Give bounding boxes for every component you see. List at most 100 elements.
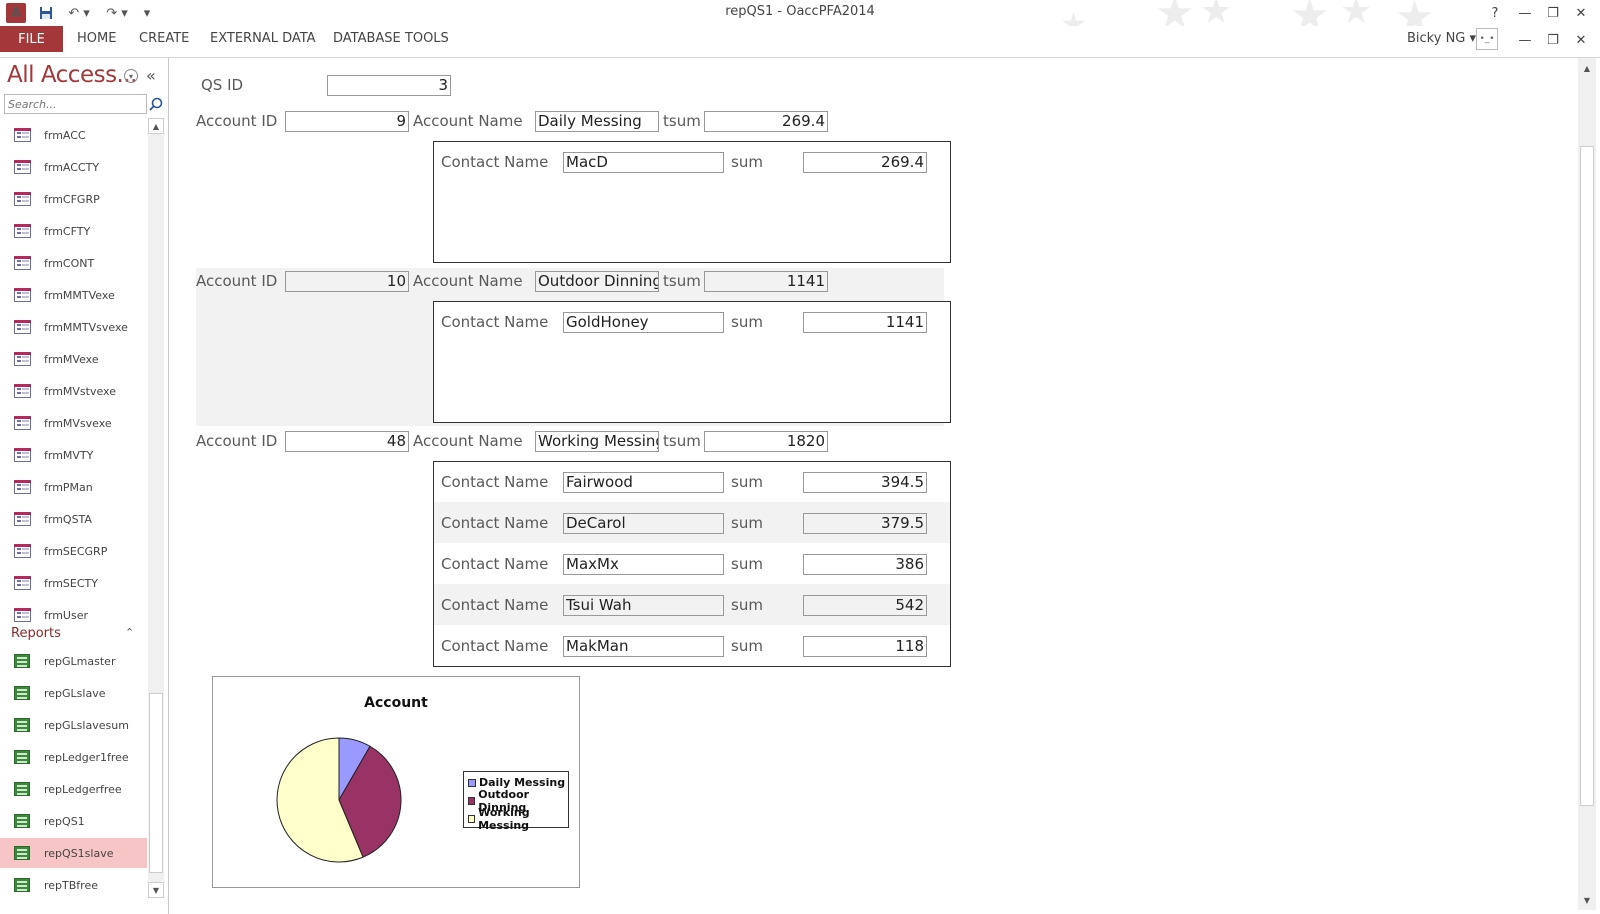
redo-icon[interactable]: ↷ ▾ [106, 5, 128, 21]
tab-home[interactable]: HOME [77, 31, 117, 46]
nav-item-label: repGLslavesum [44, 718, 129, 732]
decor-star-icon: ★ [1200, 0, 1233, 32]
report-scroll-thumb[interactable] [1580, 146, 1594, 806]
sum-field: 542 [803, 595, 927, 616]
save-icon[interactable] [36, 3, 56, 23]
nav-item-frmCFTY[interactable]: frmCFTY [0, 216, 147, 246]
nav-scroll-thumb[interactable] [149, 693, 163, 873]
account-id-field: 48 [285, 431, 409, 452]
avatar[interactable]: •_• [1476, 28, 1498, 50]
nav-item-frmMVstvexe[interactable]: frmMVstvexe [0, 376, 147, 406]
tab-create[interactable]: CREATE [139, 31, 190, 46]
nav-item-repGLmaster[interactable]: repGLmaster [0, 646, 147, 676]
scroll-up-icon[interactable]: ▲ [148, 118, 164, 134]
qs-id-label: QS ID [201, 76, 244, 94]
minimize-icon[interactable]: — [1518, 5, 1532, 21]
restore-document-icon[interactable]: ❐ [1547, 32, 1559, 48]
nav-item-frmCFGRP[interactable]: frmCFGRP [0, 184, 147, 214]
nav-item-frmQSTA[interactable]: frmQSTA [0, 504, 147, 534]
form-icon [14, 384, 31, 398]
nav-item-repQS1[interactable]: repQS1 [0, 806, 147, 836]
customize-quick-access-icon[interactable]: ▾ [143, 5, 151, 21]
nav-item-label: repTBfree [44, 878, 98, 892]
restore-icon[interactable]: ❐ [1547, 5, 1559, 21]
nav-item-frmMVexe[interactable]: frmMVexe [0, 344, 147, 374]
file-tab[interactable]: FILE [0, 26, 63, 52]
collapse-pane-icon[interactable]: « [146, 66, 156, 85]
nav-item-frmMMTVexe[interactable]: frmMMTVexe [0, 280, 147, 310]
contact-name-field: Fairwood [563, 472, 724, 493]
report-icon [14, 814, 30, 828]
nav-dropdown-icon[interactable]: ▾ [124, 69, 138, 83]
report-icon [14, 654, 30, 668]
legend-swatch [468, 778, 476, 787]
scroll-down-icon[interactable]: ▼ [1583, 895, 1591, 905]
nav-item-label: frmMVsvexe [44, 416, 112, 430]
nav-item-label: frmMVstvexe [44, 384, 116, 398]
nav-item-frmSECTY[interactable]: frmSECTY [0, 568, 147, 598]
chart-legend: Daily Messing Outdoor Dinning Working Mess… [463, 771, 569, 832]
navigation-pane: All Access... ▾ « Reports ⌃ ▲ ▼ frmACC fr… [0, 58, 169, 914]
form-icon [14, 192, 31, 206]
nav-item-label: frmSECTY [44, 576, 98, 590]
reports-group-header[interactable]: Reports [11, 626, 61, 641]
access-app-icon[interactable]: A [6, 3, 26, 23]
nav-item-frmSECGRP[interactable]: frmSECGRP [0, 536, 147, 566]
contact-name-label: Contact Name [441, 153, 549, 171]
nav-scrollbar[interactable]: ▲ ▼ [148, 118, 164, 898]
nav-pane-title[interactable]: All Access... [7, 62, 138, 88]
scroll-up-icon[interactable]: ▲ [1583, 63, 1591, 73]
nav-item-repGLslavesum[interactable]: repGLslavesum [0, 710, 147, 740]
scroll-down-icon[interactable]: ▼ [148, 882, 164, 898]
sum-label: sum [731, 153, 763, 171]
minimize-document-icon[interactable]: — [1518, 32, 1532, 48]
help-button[interactable]: ? [1491, 5, 1499, 21]
nav-item-repGLslave[interactable]: repGLslave [0, 678, 147, 708]
close-document-icon[interactable]: ✕ [1575, 32, 1587, 48]
nav-item-label: frmMMTVsvexe [44, 320, 128, 334]
nav-item-repLedger1free[interactable]: repLedger1free [0, 742, 147, 772]
tsum-label: tsum [663, 432, 701, 450]
account-name-label: Account Name [413, 112, 523, 130]
nav-item-label: frmPMan [44, 480, 93, 494]
account-name-label: Account Name [413, 272, 523, 290]
nav-item-frmACCTY[interactable]: frmACCTY [0, 152, 147, 182]
nav-search-input[interactable] [4, 94, 147, 114]
form-icon [14, 576, 31, 590]
nav-item-frmMVsvexe[interactable]: frmMVsvexe [0, 408, 147, 438]
tab-external-data[interactable]: EXTERNAL DATA [210, 31, 316, 46]
nav-item-frmACC[interactable]: frmACC [0, 120, 147, 150]
nav-item-repLedgerfree[interactable]: repLedgerfree [0, 774, 147, 804]
contact-name-field: MakMan [563, 636, 724, 657]
contact-name-label: Contact Name [441, 637, 549, 655]
account-id-label: Account ID [196, 112, 278, 130]
tsum-field: 269.4 [704, 111, 828, 132]
nav-item-frmMMTVsvexe[interactable]: frmMMTVsvexe [0, 312, 147, 342]
form-icon [14, 320, 31, 334]
account-id-label: Account ID [196, 432, 278, 450]
sum-field: 386 [803, 554, 927, 575]
contact-name-field: MacD [563, 152, 724, 173]
close-icon[interactable]: ✕ [1575, 5, 1587, 21]
nav-item-frmPMan[interactable]: frmPMan [0, 472, 147, 502]
account-pie-chart: Account Daily Messing Outdoor Dinning Work… [212, 676, 580, 888]
nav-item-frmUser[interactable]: frmUser [0, 600, 147, 630]
form-icon [14, 480, 31, 494]
tab-database-tools[interactable]: DATABASE TOOLS [333, 31, 449, 46]
undo-icon[interactable]: ↶ ▾ [68, 5, 90, 21]
nav-item-label: frmMVTY [44, 448, 94, 462]
account-name-field: Working Messing [535, 431, 659, 452]
sum-label: sum [731, 596, 763, 614]
nav-item-frmCONT[interactable]: frmCONT [0, 248, 147, 278]
report-scrollbar[interactable]: ▲ ▼ [1578, 58, 1596, 910]
nav-item-repQS1slave[interactable]: repQS1slave [0, 838, 147, 868]
nav-item-label: frmCFGRP [44, 192, 100, 206]
nav-item-repTBfree[interactable]: repTBfree [0, 870, 147, 900]
sum-field: 394.5 [803, 472, 927, 493]
search-icon[interactable] [146, 94, 166, 114]
chevron-up-icon[interactable]: ⌃ [125, 626, 135, 639]
report-icon [14, 718, 30, 732]
user-account[interactable]: Bicky NG ▾ [1407, 31, 1477, 46]
legend-item: Working Messing [468, 806, 568, 832]
nav-item-frmMVTY[interactable]: frmMVTY [0, 440, 147, 470]
